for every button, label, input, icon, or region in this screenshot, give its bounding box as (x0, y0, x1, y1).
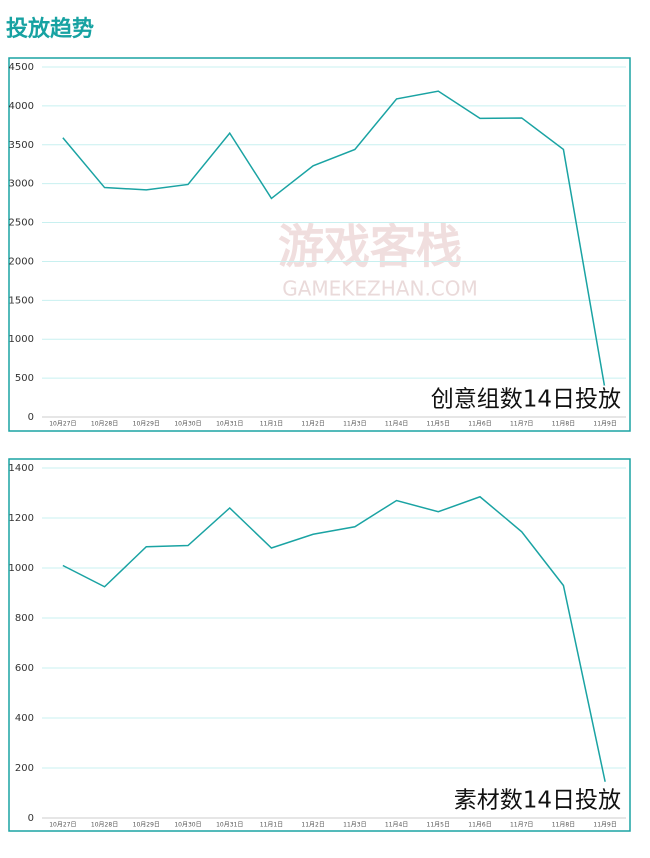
x-tick-label: 11月1日 (260, 822, 283, 829)
x-tick-label: 11月6日 (468, 822, 491, 829)
y-tick-label: 2000 (9, 256, 34, 267)
y-tick-label: 4000 (9, 101, 34, 112)
y-tick-label: 3000 (9, 179, 34, 190)
annotation: 素材数14日投放 (454, 788, 621, 814)
x-tick-label: 11月9日 (593, 822, 616, 829)
y-tick-label: 500 (15, 373, 34, 384)
page-title: 投放趋势 (6, 16, 94, 42)
y-tick-label: 800 (15, 613, 34, 624)
y-tick-label: 600 (15, 663, 34, 674)
x-tick-label: 10月29日 (133, 421, 160, 428)
x-tick-label: 11月6日 (468, 421, 491, 428)
y-tick-label: 1500 (9, 295, 34, 306)
y-tick-label: 400 (15, 713, 34, 724)
x-tick-label: 11月5日 (427, 822, 450, 829)
chart-frame (8, 458, 631, 832)
y-tick-label: 1000 (9, 334, 34, 345)
x-tick-label: 11月4日 (385, 822, 408, 829)
x-tick-label: 10月30日 (174, 421, 201, 428)
y-tick-label: 3500 (9, 140, 34, 151)
chart-frame (8, 57, 631, 432)
y-tick-label: 1400 (9, 463, 34, 474)
x-tick-label: 10月31日 (216, 822, 243, 829)
data-line (62, 90, 606, 390)
x-tick-label: 11月8日 (552, 421, 575, 428)
x-tick-label: 10月28日 (91, 822, 118, 829)
x-tick-label: 11月7日 (510, 421, 533, 428)
x-tick-label: 11月3日 (343, 822, 366, 829)
x-tick-label: 10月30日 (174, 822, 201, 829)
x-tick-label: 11月7日 (510, 822, 533, 829)
x-tick-label: 11月8日 (552, 822, 575, 829)
y-tick-label: 200 (15, 763, 34, 774)
y-tick-label: 1000 (9, 563, 34, 574)
x-tick-label: 11月3日 (343, 421, 366, 428)
watermark-site: GAMEKEZHAN.COM (282, 277, 478, 301)
x-tick-label: 11月1日 (260, 421, 283, 428)
y-tick-label: 4500 (9, 62, 34, 73)
y-tick-label: 1200 (9, 513, 34, 524)
x-tick-label: 11月9日 (593, 421, 616, 428)
data-line (62, 495, 606, 782)
x-tick-label: 11月4日 (385, 421, 408, 428)
x-tick-label: 10月28日 (91, 421, 118, 428)
x-tick-label: 10月29日 (133, 822, 160, 829)
y-tick-label: 2500 (9, 218, 34, 229)
watermark: 游戏客栈 (278, 220, 462, 274)
x-tick-label: 11月2日 (301, 421, 324, 428)
y-tick-label: 0 (28, 813, 34, 824)
annotation: 创意组数14日投放 (431, 387, 621, 413)
x-tick-label: 11月2日 (301, 822, 324, 829)
x-tick-label: 10月27日 (49, 822, 76, 829)
x-tick-label: 10月27日 (49, 421, 76, 428)
x-tick-label: 10月31日 (216, 421, 243, 428)
x-tick-label: 11月5日 (427, 421, 450, 428)
y-tick-label: 0 (28, 412, 34, 423)
